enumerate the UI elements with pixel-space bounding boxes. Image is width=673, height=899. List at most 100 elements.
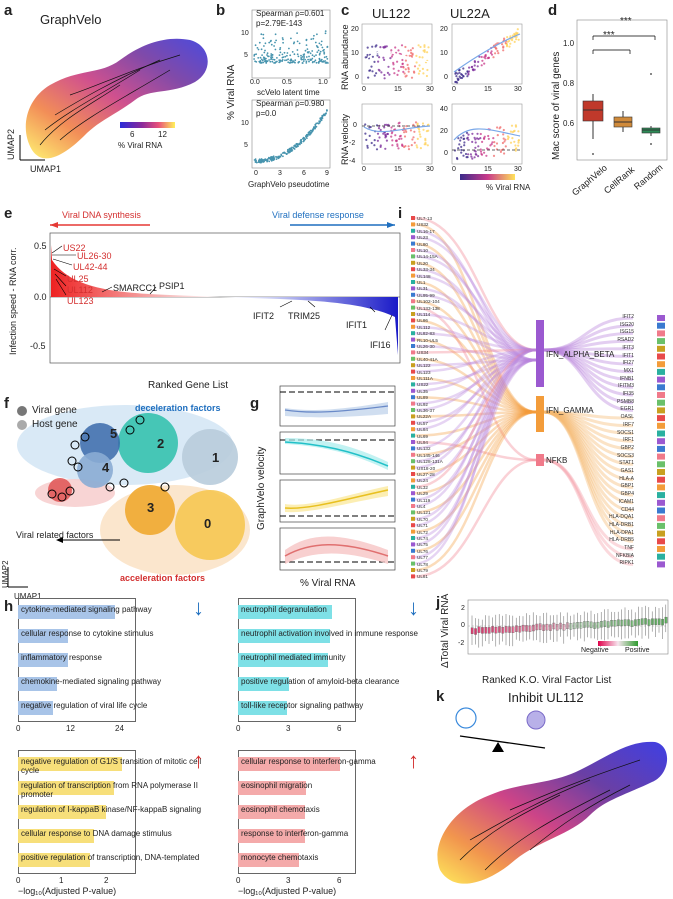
host-gene-label: ICAM1 (618, 498, 634, 505)
gene-swatch (411, 305, 415, 310)
c-point (378, 136, 381, 139)
c-point (496, 126, 499, 129)
b-point (303, 53, 306, 56)
c-point (403, 135, 407, 138)
j-box (637, 619, 641, 626)
gene-swatch (411, 267, 415, 272)
c-point (474, 146, 477, 149)
gene-swatch (411, 420, 415, 425)
c-point (398, 137, 401, 141)
c-point (464, 152, 468, 156)
c-point (499, 150, 502, 153)
gene-swatch (411, 388, 415, 393)
panel-f-letter: f (4, 395, 9, 412)
host-gene-label: TNF (624, 545, 634, 551)
h-term-label: response to interferon-gamma (241, 829, 349, 838)
b-point (254, 44, 257, 47)
sankey-flow (543, 410, 634, 451)
fulcrum-icon (492, 742, 504, 752)
b-point (320, 40, 323, 43)
j-ylabel: ΔTotal Viral RNA (440, 593, 451, 668)
c-point (366, 46, 369, 49)
c-point (513, 40, 516, 43)
b-point (303, 140, 305, 142)
c-point (466, 75, 469, 78)
b-point (313, 34, 315, 37)
b-point (257, 48, 260, 51)
gene-swatch (411, 491, 415, 496)
c-point (419, 135, 422, 138)
j-box (651, 618, 654, 625)
panel-a-umap (19, 38, 208, 161)
b-point (324, 32, 327, 35)
b-point (308, 55, 310, 58)
colorbar (120, 122, 175, 128)
host-swatch (657, 422, 665, 429)
panel-c-plots (361, 23, 523, 180)
b-point (311, 57, 314, 60)
b-point (281, 37, 284, 39)
host-gene-label: IFIT3 (622, 344, 634, 351)
sankey-flow (414, 280, 537, 414)
b-point (260, 62, 263, 64)
gene-swatch (411, 350, 415, 355)
b-point (313, 127, 315, 129)
b-point (320, 116, 323, 119)
viral-gene-label: UL111A (417, 376, 433, 381)
j-box (487, 627, 491, 634)
sankey-flow (414, 410, 537, 514)
host-gene-label: IRF1 (623, 437, 634, 444)
c-point (396, 144, 399, 148)
c-point (396, 60, 399, 63)
e-xlabel: Ranked Gene List (148, 380, 229, 391)
c-point (463, 137, 466, 140)
viral-gene-label: UL76 (417, 548, 428, 554)
c-point (366, 146, 369, 149)
c-point (384, 147, 387, 150)
b-point (319, 50, 322, 53)
c-point (483, 137, 486, 140)
gene-swatch (411, 548, 415, 553)
h-term-label: eosinophil migration (241, 781, 313, 790)
c-point (506, 40, 509, 43)
b-point (286, 152, 288, 155)
gene-swatch (411, 574, 415, 579)
f-ylabel: UMAP2 (1, 560, 10, 588)
gene-swatch (411, 318, 415, 323)
b-point (319, 52, 321, 55)
sankey-flow (543, 458, 634, 566)
c-point (414, 121, 418, 124)
panel-b-letter: b (216, 2, 226, 19)
cluster-label: 5 (110, 426, 118, 441)
b-point (313, 55, 316, 58)
host-gene-label: HLA-DRB1 (609, 521, 634, 528)
gene2: UL22A (450, 6, 490, 21)
c-point (425, 74, 428, 78)
c-point (397, 69, 400, 72)
sankey-flow (543, 410, 634, 512)
b-point (273, 62, 275, 64)
e-viral-gene: UL42-44 (73, 262, 108, 272)
viral-gene-label: UL7-13 (417, 216, 433, 221)
h-bar (238, 653, 328, 667)
e-ytick: 0.5 (34, 241, 47, 251)
viral-gene-label: UL148 (417, 273, 431, 279)
b-point (260, 48, 263, 51)
h-bar (18, 829, 94, 843)
b-point (270, 43, 273, 46)
b-point (315, 61, 318, 64)
c-point (400, 65, 403, 68)
b-point (281, 60, 283, 62)
b-ylabel: % Viral RNA (226, 64, 237, 120)
sankey-flow (543, 348, 634, 382)
sankey-flow (543, 410, 634, 505)
b-point (278, 156, 281, 159)
host-swatch (657, 322, 665, 329)
b-point (317, 46, 319, 49)
gene-swatch (411, 504, 415, 508)
b-point (301, 56, 304, 58)
c-point (468, 66, 471, 69)
e-viral-gene: UL112 (67, 285, 93, 295)
c-point (509, 141, 513, 144)
c-point (424, 139, 427, 142)
